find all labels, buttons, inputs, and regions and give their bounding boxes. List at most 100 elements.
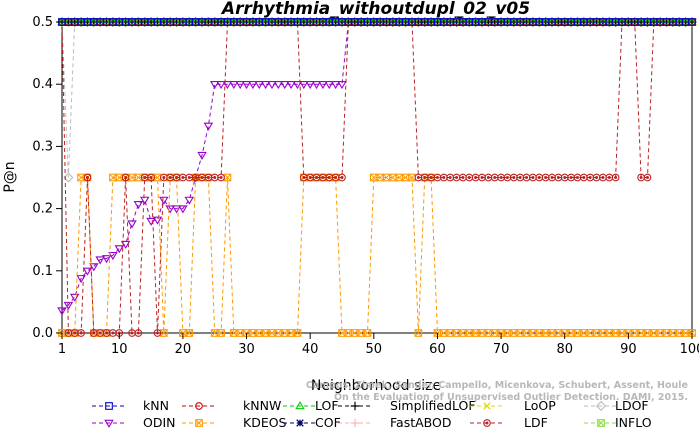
data-point-lof xyxy=(318,17,328,26)
data-point-lof xyxy=(591,17,602,26)
data-point-ldf xyxy=(643,173,652,182)
data-point-odin xyxy=(267,81,277,90)
y-axis-label: P@n xyxy=(2,161,18,192)
data-point-lof xyxy=(273,17,284,26)
data-point-lof xyxy=(407,17,417,26)
credit-note: Campos, Zimek, Sander, Campello, Micenko… xyxy=(306,380,688,403)
data-point-ldf xyxy=(605,173,614,182)
data-point-odin xyxy=(190,174,201,183)
data-point-odin xyxy=(254,81,265,90)
data-point-odin xyxy=(89,263,99,272)
data-point-odin xyxy=(216,81,226,90)
data-point-lof xyxy=(394,17,405,26)
data-point-odin xyxy=(318,81,328,90)
data-point-odin xyxy=(292,81,303,90)
data-point-lof xyxy=(553,17,564,26)
data-point-odin xyxy=(133,201,144,210)
data-point-lof xyxy=(330,17,341,26)
data-point-lof xyxy=(108,17,118,26)
data-point-lof xyxy=(489,17,500,26)
legend-item-ldof: LDOF xyxy=(584,398,649,413)
data-point-lof xyxy=(642,17,653,26)
data-point-lof xyxy=(120,17,131,26)
x-axis-label: Neighborhood size xyxy=(311,378,441,394)
data-point-lof xyxy=(604,17,615,26)
data-point-lof xyxy=(292,17,303,26)
data-point-lof xyxy=(305,17,315,26)
data-point-lof xyxy=(610,17,621,26)
data-point-lof xyxy=(629,17,640,26)
data-point-lof xyxy=(458,17,468,26)
data-point-lof xyxy=(636,17,646,26)
data-point-lof xyxy=(375,17,385,26)
legend-label: LOF xyxy=(315,398,339,413)
x-tick-label: 10 xyxy=(111,342,128,357)
data-point-lof xyxy=(286,17,296,26)
data-point-lof xyxy=(419,17,430,26)
data-point-kdeos xyxy=(363,329,372,337)
y-tick-label: 0.5 xyxy=(32,15,53,30)
legend-marker xyxy=(483,419,491,427)
data-point-lof xyxy=(400,17,411,26)
data-point-lof xyxy=(477,17,487,26)
data-point-lof xyxy=(76,17,86,26)
legend-marker xyxy=(195,419,203,427)
data-point-lof xyxy=(343,17,354,26)
chart-title: Arrhythmia_withoutdupl_02_v05 xyxy=(220,0,530,19)
x-tick-label: 90 xyxy=(620,342,637,357)
data-point-lof xyxy=(178,17,188,26)
y-axis: 0.0 0.1 0.2 0.3 0.4 0.5 xyxy=(32,15,62,341)
data-point-lof xyxy=(362,17,373,26)
data-point-odin xyxy=(152,216,163,225)
data-point-lof xyxy=(534,17,545,26)
data-point-lof xyxy=(509,17,519,26)
data-point-odin xyxy=(286,81,296,90)
legend-item-knnw: kNNW xyxy=(182,398,281,413)
data-point-lof xyxy=(483,17,494,26)
data-point-odin xyxy=(197,151,207,160)
data-point-lof xyxy=(661,17,672,26)
data-point-lof xyxy=(445,17,455,26)
data-point-lof xyxy=(222,17,233,26)
data-point-lof xyxy=(356,17,366,26)
data-point-lof xyxy=(572,17,583,26)
data-point-odin xyxy=(69,293,80,302)
legend-marker xyxy=(195,402,203,410)
x-axis: 1 10 20 30 40 50 60 70 80 90 100 xyxy=(58,333,699,357)
data-point-odin xyxy=(222,81,233,90)
data-point-lof xyxy=(82,17,93,26)
data-point-lof xyxy=(470,17,481,26)
data-point-odin xyxy=(57,307,67,316)
y-tick-label: 0.0 xyxy=(32,326,53,341)
data-point-lof xyxy=(114,17,125,26)
data-point-lof xyxy=(57,17,67,26)
y-tick-label: 0.4 xyxy=(32,77,53,92)
legend-marker xyxy=(597,419,605,427)
data-point-lof xyxy=(248,17,258,26)
data-point-lof xyxy=(655,17,665,26)
data-point-kdeos xyxy=(293,329,302,337)
x-tick-label: 80 xyxy=(556,342,573,357)
legend-label: kNN xyxy=(143,398,169,413)
legend-item-kdeos: KDEOS xyxy=(182,415,287,430)
data-point-lof xyxy=(687,17,697,26)
data-point-lof xyxy=(311,17,322,26)
x-tick-label: 20 xyxy=(175,342,192,357)
legend-label: COF xyxy=(315,415,341,430)
data-point-lof xyxy=(229,17,239,26)
y-tick-label: 0.2 xyxy=(32,202,53,217)
data-point-odin xyxy=(330,81,341,90)
series-line-odin xyxy=(61,21,692,311)
data-point-lof xyxy=(241,17,252,26)
data-point-lof xyxy=(566,17,576,26)
x-tick-label: 100 xyxy=(680,342,699,357)
data-point-lof xyxy=(579,17,589,26)
legend-marker xyxy=(104,419,114,428)
y-tick-label: 0.3 xyxy=(32,139,53,154)
data-point-odin xyxy=(165,205,175,214)
legend: kNN kNNW LOF SimplifiedLOF LoOP LDOF ODIN KDEOS… xyxy=(92,398,652,430)
legend-item-cof: COF xyxy=(283,415,341,430)
legend-label: SimplifiedLOF xyxy=(390,398,476,413)
data-point-lof xyxy=(451,17,462,26)
data-point-lof xyxy=(521,17,532,26)
